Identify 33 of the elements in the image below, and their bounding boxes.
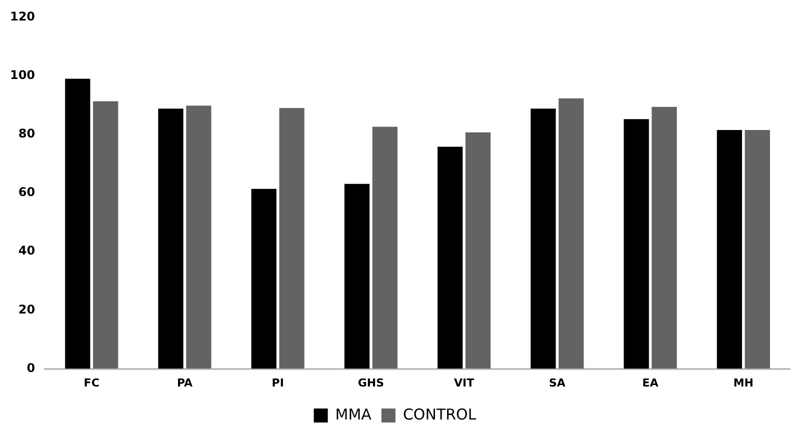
y-tick-label: 100 bbox=[10, 68, 36, 82]
x-tick-label: GHS bbox=[358, 376, 384, 390]
bar bbox=[624, 119, 649, 369]
x-tick-label: PI bbox=[272, 376, 284, 390]
bar bbox=[716, 130, 742, 369]
bar bbox=[251, 188, 276, 369]
bar bbox=[65, 78, 90, 369]
bar bbox=[744, 130, 770, 369]
x-tick-label: VIT bbox=[454, 376, 475, 390]
x-tick-label: SA bbox=[548, 376, 566, 390]
y-tick-label: 40 bbox=[18, 244, 36, 258]
bar bbox=[372, 126, 398, 369]
legend-label: CONTROL bbox=[402, 405, 477, 424]
bar bbox=[530, 108, 556, 369]
x-tick-label: FC bbox=[84, 376, 100, 390]
y-tick-label: 0 bbox=[26, 360, 36, 375]
bar bbox=[93, 101, 118, 369]
y-tick-label: 80 bbox=[18, 126, 36, 141]
y-tick-label: 20 bbox=[18, 302, 36, 316]
x-tick-label: PA bbox=[176, 376, 193, 390]
bar bbox=[158, 108, 184, 369]
bar bbox=[465, 132, 491, 369]
bar bbox=[186, 106, 212, 369]
bar bbox=[344, 184, 370, 369]
y-tick-label: 120 bbox=[10, 9, 36, 24]
bar bbox=[279, 108, 304, 369]
y-tick-label: 60 bbox=[18, 185, 36, 200]
bar bbox=[558, 98, 584, 369]
bar bbox=[652, 106, 677, 369]
bar bbox=[438, 146, 463, 369]
legend-label: MMA bbox=[335, 405, 372, 424]
x-tick-label: EA bbox=[642, 376, 659, 390]
x-tick-label: MH bbox=[733, 376, 754, 390]
